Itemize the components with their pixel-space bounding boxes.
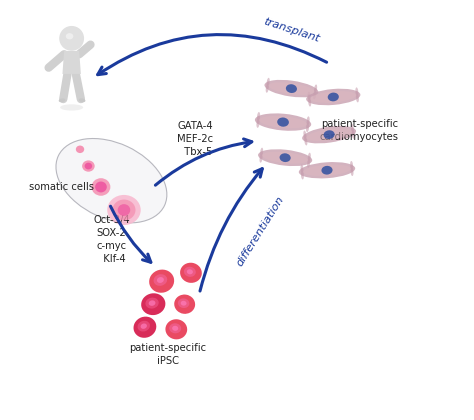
Ellipse shape xyxy=(89,42,94,46)
Ellipse shape xyxy=(165,319,187,339)
Ellipse shape xyxy=(267,78,270,86)
Ellipse shape xyxy=(299,162,355,178)
Ellipse shape xyxy=(82,160,95,172)
Ellipse shape xyxy=(56,139,167,223)
Ellipse shape xyxy=(301,171,304,179)
Ellipse shape xyxy=(134,317,156,338)
Ellipse shape xyxy=(280,153,291,162)
Ellipse shape xyxy=(255,113,311,131)
Ellipse shape xyxy=(307,160,310,168)
Ellipse shape xyxy=(258,149,312,166)
Ellipse shape xyxy=(141,323,147,329)
Text: Oct-3/4
SOX-2
c-myc
  Klf-4: Oct-3/4 SOX-2 c-myc Klf-4 xyxy=(93,215,130,264)
Ellipse shape xyxy=(187,269,193,274)
Ellipse shape xyxy=(178,298,190,308)
Ellipse shape xyxy=(277,118,289,127)
Ellipse shape xyxy=(313,92,316,100)
Polygon shape xyxy=(63,51,81,74)
Ellipse shape xyxy=(154,274,167,286)
Ellipse shape xyxy=(257,112,260,121)
Ellipse shape xyxy=(264,80,319,97)
Text: patient-specific
iPSC: patient-specific iPSC xyxy=(129,343,207,366)
Ellipse shape xyxy=(169,323,181,333)
Ellipse shape xyxy=(328,92,339,101)
Ellipse shape xyxy=(314,84,317,92)
Circle shape xyxy=(60,26,83,50)
Ellipse shape xyxy=(351,124,354,132)
Ellipse shape xyxy=(137,321,150,331)
Ellipse shape xyxy=(112,200,136,221)
Ellipse shape xyxy=(262,152,308,164)
Ellipse shape xyxy=(256,119,259,128)
Ellipse shape xyxy=(257,116,260,124)
Ellipse shape xyxy=(356,87,358,95)
Ellipse shape xyxy=(85,163,92,169)
Ellipse shape xyxy=(59,98,65,102)
Text: transplant: transplant xyxy=(262,16,321,44)
Ellipse shape xyxy=(60,104,83,110)
Ellipse shape xyxy=(149,300,155,306)
Ellipse shape xyxy=(308,153,311,160)
Ellipse shape xyxy=(303,165,351,176)
Ellipse shape xyxy=(157,277,164,283)
Text: patient-specific
cardiomyocytes: patient-specific cardiomyocytes xyxy=(319,119,398,142)
Ellipse shape xyxy=(356,91,359,99)
Ellipse shape xyxy=(324,130,335,139)
Ellipse shape xyxy=(350,161,353,169)
Ellipse shape xyxy=(180,263,202,283)
Ellipse shape xyxy=(118,204,130,216)
Text: differentiation: differentiation xyxy=(234,194,286,268)
Ellipse shape xyxy=(303,131,306,139)
Ellipse shape xyxy=(76,146,84,153)
Ellipse shape xyxy=(306,124,309,132)
Ellipse shape xyxy=(308,156,310,164)
Ellipse shape xyxy=(66,33,73,39)
Text: somatic cells: somatic cells xyxy=(28,182,93,192)
Ellipse shape xyxy=(306,128,352,141)
Ellipse shape xyxy=(181,301,187,306)
Ellipse shape xyxy=(146,298,159,309)
Ellipse shape xyxy=(306,120,310,129)
Ellipse shape xyxy=(107,195,141,225)
Ellipse shape xyxy=(141,293,165,315)
Ellipse shape xyxy=(350,165,353,173)
Ellipse shape xyxy=(172,326,178,331)
Ellipse shape xyxy=(46,66,50,71)
Ellipse shape xyxy=(266,85,269,93)
Ellipse shape xyxy=(304,134,307,142)
Ellipse shape xyxy=(307,116,310,125)
Ellipse shape xyxy=(356,94,359,102)
Ellipse shape xyxy=(351,127,355,135)
Ellipse shape xyxy=(308,99,311,107)
Ellipse shape xyxy=(304,138,308,145)
Ellipse shape xyxy=(79,98,85,102)
Ellipse shape xyxy=(308,92,310,100)
Ellipse shape xyxy=(268,82,314,95)
Ellipse shape xyxy=(351,168,354,176)
Ellipse shape xyxy=(95,181,107,192)
Ellipse shape xyxy=(314,88,317,96)
Ellipse shape xyxy=(149,270,174,293)
Text: GATA-4
MEF-2c
  Tbx-5: GATA-4 MEF-2c Tbx-5 xyxy=(177,121,213,157)
Ellipse shape xyxy=(260,148,263,155)
Ellipse shape xyxy=(174,294,195,314)
Ellipse shape xyxy=(91,178,110,196)
Ellipse shape xyxy=(310,91,356,103)
Ellipse shape xyxy=(308,95,311,103)
Ellipse shape xyxy=(302,126,356,143)
Ellipse shape xyxy=(286,84,297,93)
Ellipse shape xyxy=(301,168,304,176)
Ellipse shape xyxy=(306,89,360,105)
Ellipse shape xyxy=(259,116,307,128)
Ellipse shape xyxy=(259,155,263,163)
Ellipse shape xyxy=(260,151,263,159)
Ellipse shape xyxy=(352,131,355,139)
Ellipse shape xyxy=(301,165,303,172)
Ellipse shape xyxy=(321,166,333,175)
Ellipse shape xyxy=(184,267,196,277)
Ellipse shape xyxy=(266,81,269,89)
